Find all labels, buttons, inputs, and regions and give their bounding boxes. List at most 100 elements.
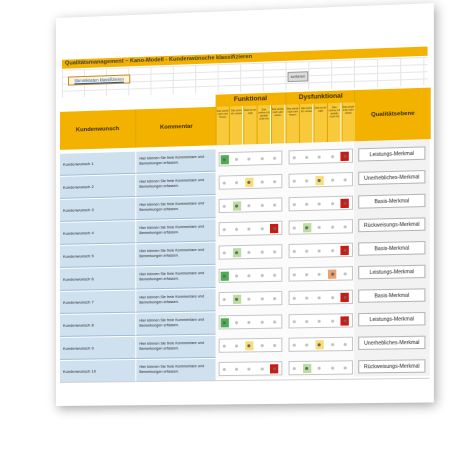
radio-dot-icon[interactable]: [260, 344, 264, 348]
dysfunctional-selected-option[interactable]: [328, 269, 337, 279]
radio-dot-icon[interactable]: [272, 156, 276, 160]
functional-selected-option[interactable]: [245, 341, 254, 351]
radio-dot-icon[interactable]: [292, 273, 296, 277]
radio-dot-icon[interactable]: [343, 225, 347, 229]
wish-cell[interactable]: Kundenwunsch 8: [59, 313, 136, 337]
radio-dot-icon[interactable]: [330, 343, 334, 347]
dysfunctional-answer-panel[interactable]: [288, 289, 353, 306]
radio-dot-icon[interactable]: [260, 180, 264, 184]
dysfunctional-answer-panel[interactable]: [288, 336, 353, 352]
functional-answer-panel[interactable]: [218, 361, 283, 377]
radio-dot-icon[interactable]: [247, 367, 251, 371]
dysfunctional-selected-option[interactable]: [315, 340, 324, 350]
functional-answer-panel[interactable]: [218, 220, 283, 237]
radio-dot-icon[interactable]: [247, 274, 251, 278]
radio-dot-icon[interactable]: [292, 156, 296, 160]
comment-cell[interactable]: Hier können Sie freie Kommentare und Bem…: [135, 312, 216, 336]
radio-dot-icon[interactable]: [317, 319, 322, 323]
radio-dot-icon[interactable]: [292, 203, 296, 207]
radio-dot-icon[interactable]: [317, 202, 322, 206]
functional-selected-option[interactable]: [220, 271, 229, 281]
comment-cell[interactable]: Hier können Sie freie Kommentare und Bem…: [135, 358, 216, 383]
wish-cell[interactable]: Kundenwunsch 4: [59, 221, 136, 245]
radio-dot-icon[interactable]: [330, 319, 334, 323]
radio-dot-icon[interactable]: [292, 343, 296, 347]
functional-answer-panel[interactable]: [218, 267, 283, 283]
dysfunctional-selected-option[interactable]: [340, 151, 350, 162]
comment-cell[interactable]: Hier können Sie freie Kommentare und Bem…: [135, 265, 216, 290]
comment-cell[interactable]: Hier können Sie freie Kommentare und Bem…: [135, 149, 216, 174]
radio-dot-icon[interactable]: [317, 366, 322, 370]
radio-dot-icon[interactable]: [292, 367, 296, 371]
radio-dot-icon[interactable]: [260, 320, 264, 324]
radio-dot-icon[interactable]: [247, 204, 251, 208]
radio-dot-icon[interactable]: [272, 297, 276, 301]
radio-dot-icon[interactable]: [343, 366, 347, 370]
radio-dot-icon[interactable]: [292, 226, 296, 230]
radio-dot-icon[interactable]: [235, 344, 239, 348]
comment-cell[interactable]: Hier können Sie freie Kommentare und Bem…: [135, 289, 216, 313]
radio-dot-icon[interactable]: [235, 321, 239, 325]
radio-dot-icon[interactable]: [235, 181, 239, 185]
radio-dot-icon[interactable]: [222, 228, 226, 232]
functional-selected-option[interactable]: [245, 177, 254, 188]
wish-cell[interactable]: Kundenwunsch 10: [59, 359, 136, 383]
dysfunctional-answer-panel[interactable]: [288, 195, 353, 212]
dysfunctional-selected-option[interactable]: [302, 363, 312, 374]
functional-answer-panel[interactable]: [218, 314, 283, 330]
radio-dot-icon[interactable]: [343, 178, 347, 182]
radio-dot-icon[interactable]: [235, 367, 239, 371]
radio-dot-icon[interactable]: [317, 249, 322, 253]
radio-dot-icon[interactable]: [247, 320, 251, 325]
radio-dot-icon[interactable]: [330, 366, 334, 370]
radio-dot-icon[interactable]: [292, 249, 296, 254]
functional-selected-option[interactable]: [232, 201, 241, 211]
radio-dot-icon[interactable]: [272, 250, 276, 254]
radio-dot-icon[interactable]: [330, 225, 334, 229]
dysfunctional-selected-option[interactable]: [340, 292, 350, 303]
dysfunctional-answer-panel[interactable]: [288, 313, 353, 329]
radio-dot-icon[interactable]: [235, 274, 239, 278]
dysfunctional-answer-panel[interactable]: [288, 171, 353, 188]
functional-answer-panel[interactable]: [218, 290, 283, 307]
radio-dot-icon[interactable]: [247, 157, 251, 161]
radio-dot-icon[interactable]: [343, 272, 347, 276]
radio-dot-icon[interactable]: [305, 155, 309, 160]
radio-dot-icon[interactable]: [260, 250, 264, 254]
dysfunctional-answer-panel[interactable]: [288, 266, 353, 282]
dysfunctional-selected-option[interactable]: [340, 316, 350, 326]
radio-dot-icon[interactable]: [330, 296, 334, 300]
functional-selected-option[interactable]: [270, 364, 279, 374]
dysfunctional-selected-option[interactable]: [340, 198, 350, 209]
functional-selected-option[interactable]: [232, 294, 241, 304]
radio-dot-icon[interactable]: [305, 343, 309, 347]
radio-dot-icon[interactable]: [305, 296, 309, 300]
radio-dot-icon[interactable]: [272, 203, 276, 207]
radio-dot-icon[interactable]: [235, 227, 239, 231]
radio-dot-icon[interactable]: [292, 320, 296, 324]
radio-dot-icon[interactable]: [222, 204, 226, 208]
radio-dot-icon[interactable]: [305, 273, 309, 277]
wish-cell[interactable]: Kundenwunsch 7: [59, 290, 136, 314]
dysfunctional-answer-panel[interactable]: [288, 148, 353, 165]
radio-dot-icon[interactable]: [292, 296, 296, 300]
radio-dot-icon[interactable]: [260, 203, 264, 207]
radio-dot-icon[interactable]: [305, 179, 309, 183]
functional-answer-panel[interactable]: [218, 173, 283, 190]
radio-dot-icon[interactable]: [272, 343, 276, 348]
radio-dot-icon[interactable]: [222, 251, 226, 255]
wish-cell[interactable]: Kundenwunsch 1: [59, 151, 136, 176]
dysfunctional-answer-panel[interactable]: [288, 219, 353, 235]
dysfunctional-selected-option[interactable]: [315, 175, 324, 186]
radio-dot-icon[interactable]: [317, 225, 322, 230]
comment-cell[interactable]: Hier können Sie freie Kommentare und Bem…: [135, 335, 216, 359]
wish-cell[interactable]: Kundenwunsch 6: [59, 267, 136, 291]
radio-dot-icon[interactable]: [317, 272, 322, 276]
radio-dot-icon[interactable]: [260, 227, 264, 231]
wish-cell[interactable]: Kundenwunsch 3: [59, 197, 136, 222]
radio-dot-icon[interactable]: [222, 181, 226, 185]
radio-dot-icon[interactable]: [272, 180, 276, 184]
radio-dot-icon[interactable]: [260, 273, 264, 278]
radio-dot-icon[interactable]: [222, 344, 226, 348]
radio-dot-icon[interactable]: [247, 297, 251, 301]
